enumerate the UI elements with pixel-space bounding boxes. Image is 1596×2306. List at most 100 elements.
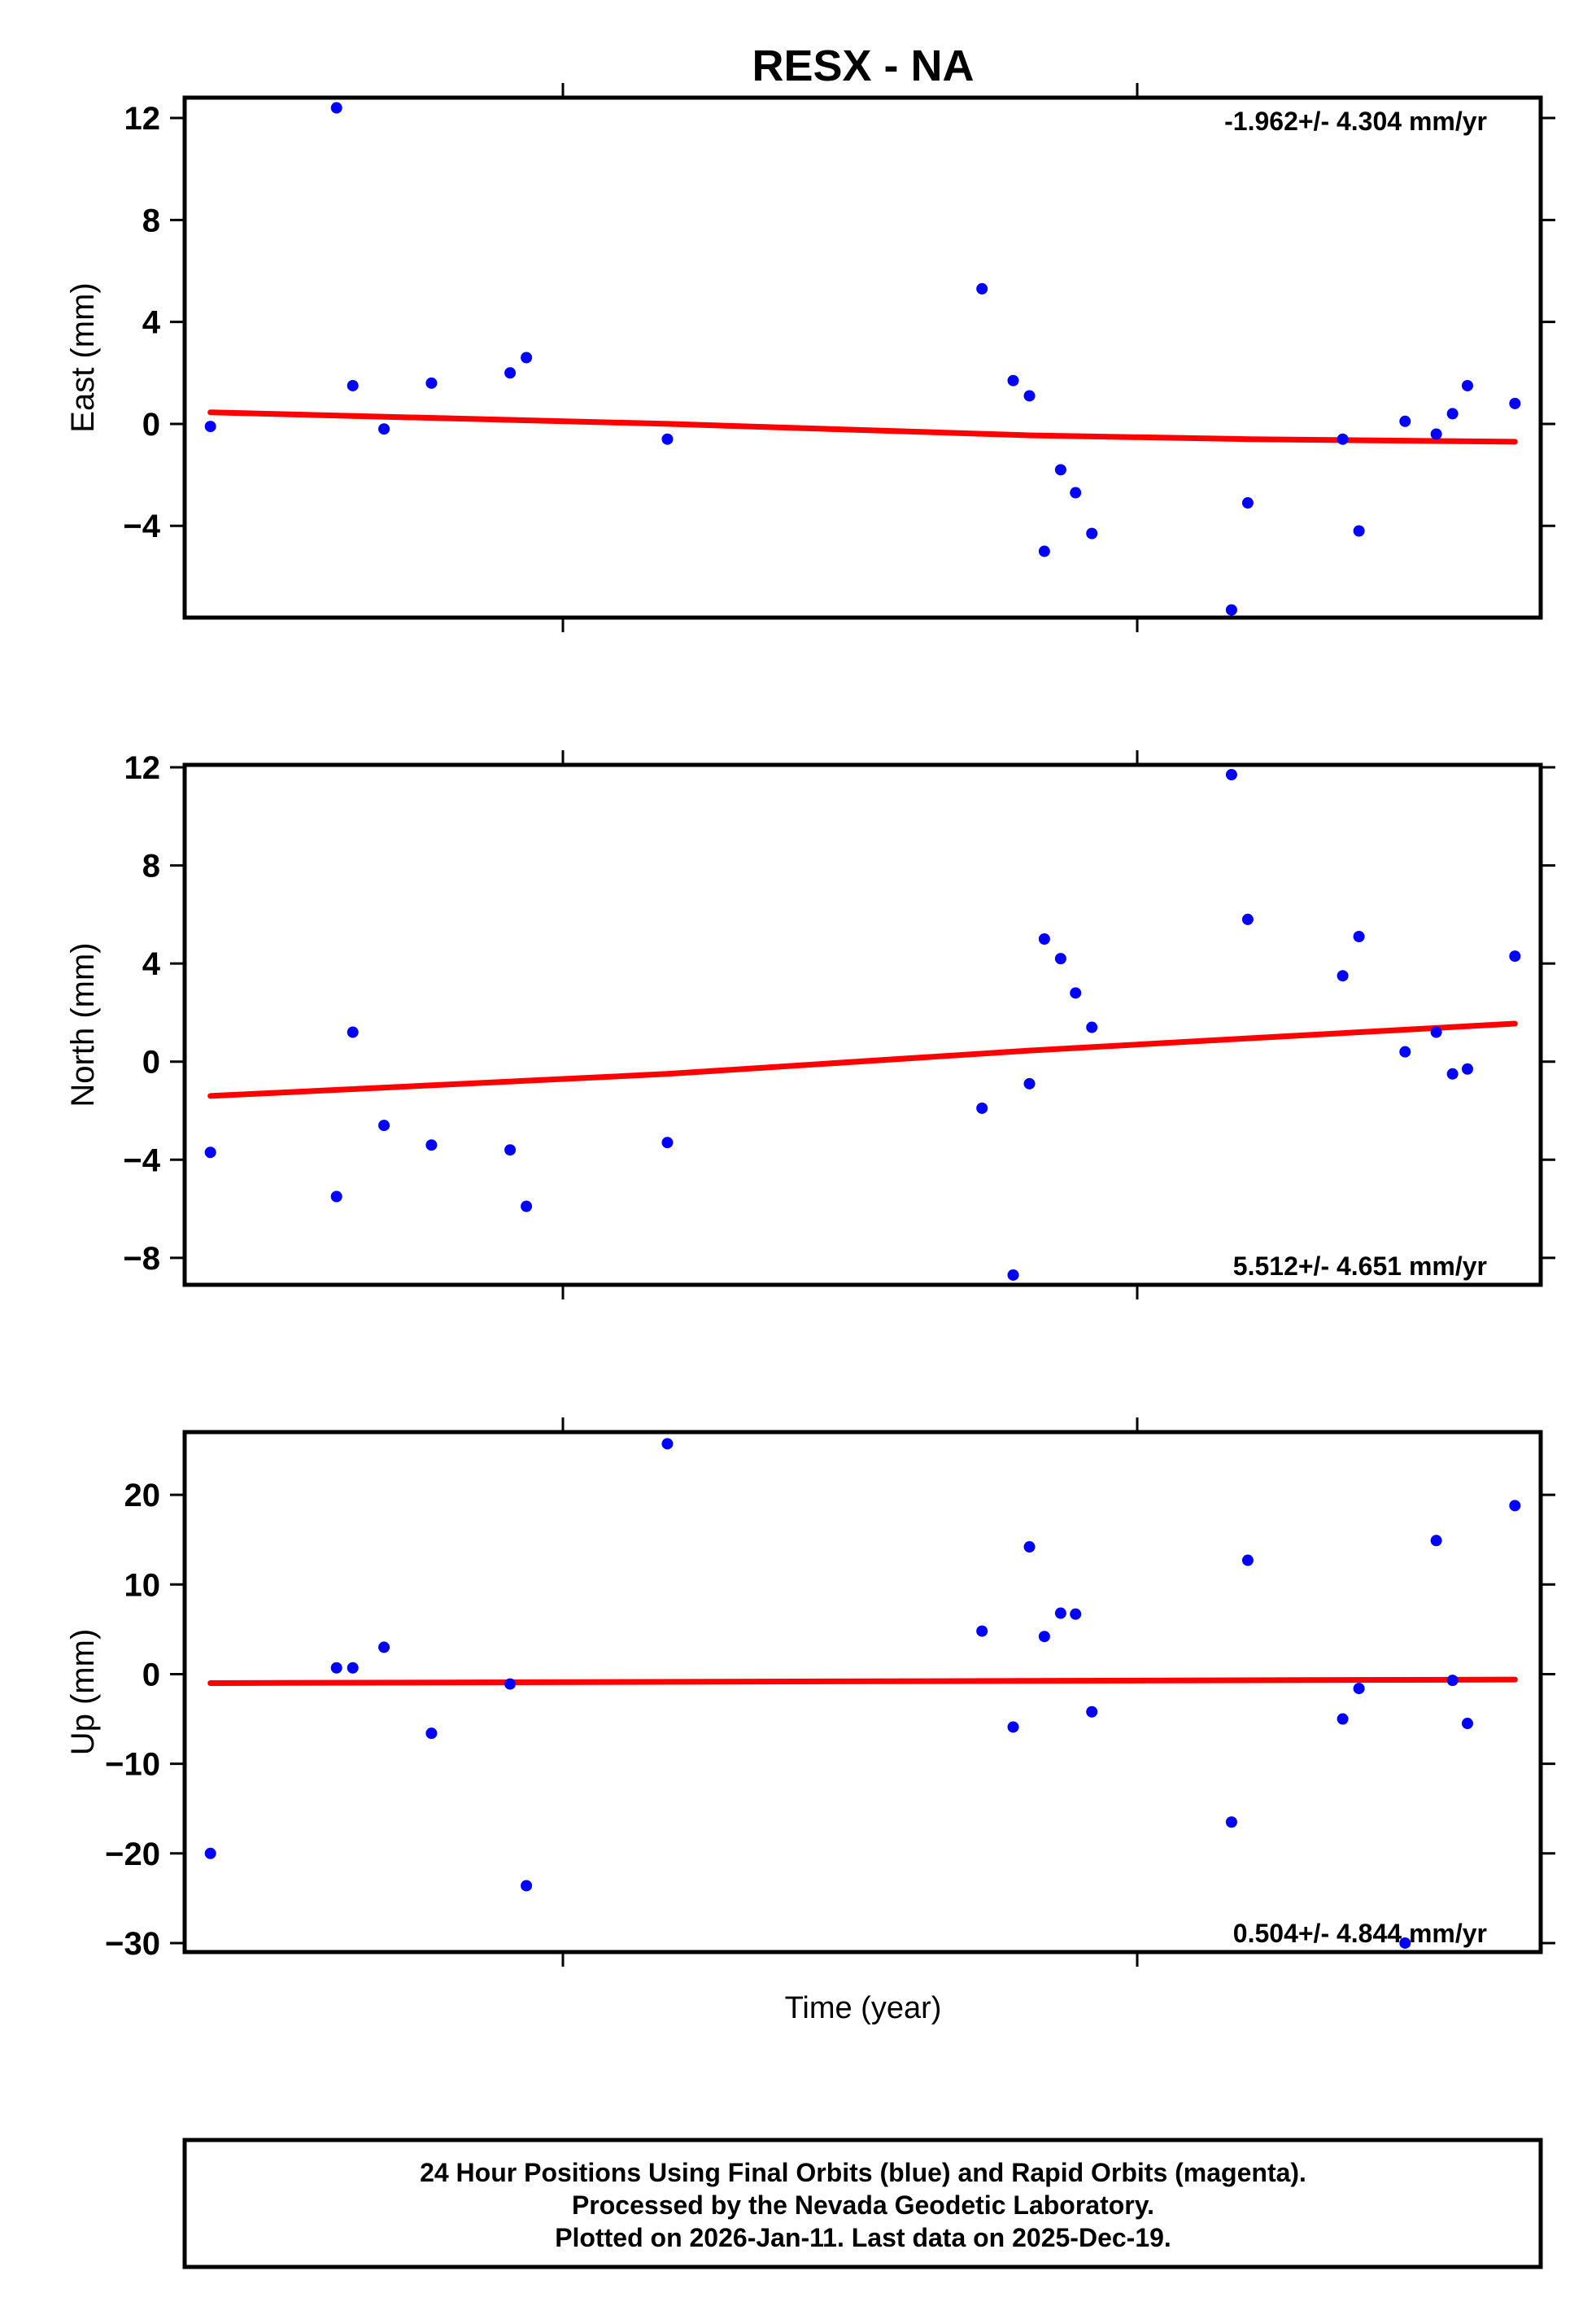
y-tick-label: 20 xyxy=(124,1478,161,1513)
data-point xyxy=(1446,1675,1459,1687)
data-point xyxy=(425,377,438,389)
data-point xyxy=(330,1190,342,1203)
data-point xyxy=(1430,1026,1442,1038)
data-point xyxy=(425,1139,438,1151)
data-point xyxy=(1399,1937,1411,1949)
data-point xyxy=(330,1662,342,1674)
data-point xyxy=(976,1625,988,1637)
x-axis-label: Time (year) xyxy=(785,1991,942,2025)
data-point xyxy=(1399,415,1411,427)
y-tick-label: 0 xyxy=(142,1045,160,1081)
data-point xyxy=(1070,1608,1082,1620)
data-point xyxy=(1007,374,1019,387)
data-point xyxy=(378,1641,390,1653)
data-point xyxy=(1225,1816,1237,1828)
y-tick-label: −20 xyxy=(105,1837,160,1872)
data-point xyxy=(330,102,342,114)
panel-frame xyxy=(182,762,1543,1287)
footer-line-3: Plotted on 2026-Jan-11. Last data on 202… xyxy=(555,2223,1171,2252)
data-point xyxy=(1086,1021,1098,1033)
data-point xyxy=(521,352,533,364)
data-point xyxy=(504,1678,517,1690)
data-point xyxy=(204,1847,216,1859)
data-point xyxy=(1353,930,1365,942)
panel-2: 12 8 4 0 −4 −8 North (mm) 5.512+/- 4.651 mm/yr xyxy=(65,750,1555,1299)
data-point xyxy=(1007,1269,1019,1281)
data-point xyxy=(1070,987,1082,999)
data-point xyxy=(1054,464,1066,476)
data-point xyxy=(976,282,988,295)
trend-line xyxy=(207,1020,1518,1099)
rate-label: 0.504+/- 4.844 mm/yr xyxy=(1233,1919,1487,1948)
rate-label: -1.962+/- 4.304 mm/yr xyxy=(1224,107,1487,136)
data-point xyxy=(1225,604,1237,616)
trend-line xyxy=(207,409,1518,445)
panel-frame xyxy=(182,1430,1543,1954)
data-point xyxy=(347,1662,359,1674)
chart-title: RESX - NA xyxy=(752,41,974,90)
y-tick-label: −4 xyxy=(123,1142,160,1178)
data-point xyxy=(1023,1541,1036,1553)
y-tick-label: −8 xyxy=(123,1241,160,1277)
trend-line xyxy=(207,1676,1518,1686)
data-point xyxy=(1241,913,1254,925)
data-point xyxy=(1086,527,1098,539)
footer-line-2: Processed by the Nevada Geodetic Laborat… xyxy=(572,2190,1154,2220)
y-tick-label: −30 xyxy=(105,1926,160,1962)
y-tick-label: 12 xyxy=(124,101,161,137)
data-point xyxy=(378,423,390,435)
y-tick-label: 0 xyxy=(142,1657,160,1692)
y-tick-label: −4 xyxy=(123,509,160,544)
data-point xyxy=(504,367,517,379)
data-point xyxy=(378,1120,390,1132)
y-tick-label: 10 xyxy=(124,1567,161,1603)
panel-frame xyxy=(182,95,1543,620)
data-point xyxy=(1023,1077,1036,1090)
y-axis-label: Up (mm) xyxy=(65,1629,101,1756)
data-point xyxy=(1086,1705,1098,1718)
data-point xyxy=(1038,1631,1050,1643)
rate-label: 5.512+/- 4.651 mm/yr xyxy=(1233,1251,1487,1281)
data-point xyxy=(425,1727,438,1740)
data-point xyxy=(1054,1607,1066,1619)
data-point xyxy=(1461,379,1473,391)
y-tick-label: 4 xyxy=(142,305,161,341)
y-axis-label: North (mm) xyxy=(65,942,101,1107)
data-point xyxy=(661,1438,674,1450)
data-point xyxy=(661,1137,674,1149)
footer-line-1: 24 Hour Positions Using Final Orbits (bl… xyxy=(420,2158,1306,2187)
data-point xyxy=(1337,1713,1349,1725)
data-point xyxy=(1353,1683,1365,1695)
data-point xyxy=(1430,1535,1442,1547)
data-point xyxy=(1241,497,1254,509)
y-tick-label: 0 xyxy=(142,407,160,443)
data-point xyxy=(1399,1046,1411,1058)
data-point xyxy=(1446,1068,1459,1080)
data-point xyxy=(1509,1500,1521,1512)
data-point xyxy=(521,1880,533,1892)
data-point xyxy=(1509,950,1521,963)
data-point xyxy=(1446,408,1459,420)
y-tick-label: 12 xyxy=(124,750,161,786)
data-point xyxy=(1353,525,1365,537)
y-tick-label: 8 xyxy=(142,849,160,884)
data-point xyxy=(1038,933,1050,946)
y-tick-label: 4 xyxy=(142,946,161,982)
data-point xyxy=(347,1026,359,1038)
data-point xyxy=(1430,428,1442,440)
panels: 12 8 4 0 −4 East (mm) -1.962+/- 4.304 mm/yr 12 8… xyxy=(65,83,1555,1967)
panel-1: 12 8 4 0 −4 East (mm) -1.962+/- 4.304 mm/yr xyxy=(65,83,1555,632)
data-point xyxy=(204,421,216,433)
y-tick-label: 8 xyxy=(142,203,160,238)
data-point xyxy=(1461,1718,1473,1730)
data-point xyxy=(1023,390,1036,402)
footer-frame xyxy=(182,2138,1543,2269)
data-point xyxy=(1241,1554,1254,1566)
data-point xyxy=(1225,769,1237,781)
y-axis-label: East (mm) xyxy=(65,282,101,432)
data-point xyxy=(1337,433,1349,445)
data-point xyxy=(347,379,359,391)
data-point xyxy=(1038,545,1050,557)
data-point xyxy=(204,1146,216,1159)
